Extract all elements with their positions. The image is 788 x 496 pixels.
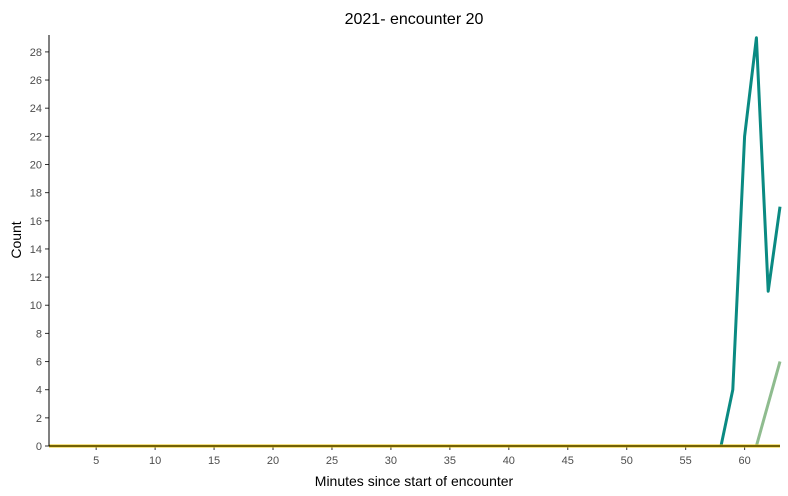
y-tick-label: 22 xyxy=(30,131,42,143)
y-tick-label: 2 xyxy=(36,413,42,425)
y-tick-label: 8 xyxy=(36,328,42,340)
y-tick-label: 20 xyxy=(30,159,42,171)
y-tick-label: 24 xyxy=(30,103,42,115)
y-axis-title: Count xyxy=(8,221,24,258)
y-tick-label: 14 xyxy=(30,244,42,256)
y-tick-label: 18 xyxy=(30,188,42,200)
y-tick-label: 26 xyxy=(30,75,42,87)
x-tick-label: 35 xyxy=(444,455,456,467)
y-tick-label: 6 xyxy=(36,357,42,369)
y-tick-label: 0 xyxy=(36,441,42,453)
x-tick-label: 10 xyxy=(149,455,161,467)
y-tick-label: 12 xyxy=(30,272,42,284)
y-tick-label: 10 xyxy=(30,300,42,312)
chart-title: 2021- encounter 20 xyxy=(345,11,484,28)
x-tick-label: 20 xyxy=(267,455,279,467)
x-tick-label: 30 xyxy=(385,455,397,467)
x-tick-label: 45 xyxy=(562,455,574,467)
x-tick-label: 15 xyxy=(208,455,220,467)
x-axis-title: Minutes since start of encounter xyxy=(315,473,514,489)
x-tick-label: 40 xyxy=(503,455,515,467)
x-tick-label: 60 xyxy=(739,455,751,467)
x-axis-ticks: 5 10 15 20 25 30 35 40 45 50 55 60 xyxy=(93,446,751,467)
y-tick-label: 16 xyxy=(30,216,42,228)
x-tick-label: 50 xyxy=(621,455,633,467)
series-line-1 xyxy=(49,36,782,448)
x-tick-label: 5 xyxy=(93,455,99,467)
y-tick-label: 4 xyxy=(36,385,42,397)
y-tick-label: 28 xyxy=(30,47,42,59)
x-tick-label: 25 xyxy=(326,455,338,467)
x-tick-label: 55 xyxy=(680,455,692,467)
series-line-2 xyxy=(49,361,782,448)
series-lines xyxy=(49,36,782,448)
